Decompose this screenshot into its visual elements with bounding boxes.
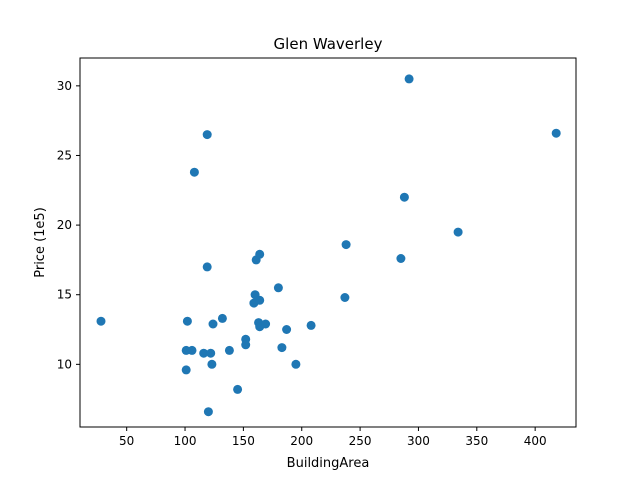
y-tick-label: 15 [57,288,72,302]
scatter-point [202,130,212,140]
scatter-point [277,343,287,353]
plot-area [80,58,576,427]
y-tick-label: 10 [57,357,72,371]
y-tick-label: 20 [57,218,72,232]
y-axis-label: Price (1e5) [33,207,48,278]
x-axis-label: BuildingArea [287,456,370,471]
scatter-point [261,319,271,329]
y-tick-label: 25 [57,148,72,162]
plot-frame [79,57,577,428]
scatter-point [182,316,192,326]
scatter-point [203,407,213,417]
scatter-point [255,249,265,259]
x-axis-ticks: 50 100 150 200 250 300 350 400 [119,427,547,448]
scatter-point [273,283,283,293]
scatter-point [340,293,350,302]
scatter-point [208,319,218,329]
scatter-point [207,359,217,369]
scatter-point [396,254,406,263]
scatter-point [189,167,199,177]
x-tick-label: 150 [232,434,255,448]
scatter-point [306,320,316,330]
scatter-point [181,365,191,375]
x-tick-label: 400 [524,434,547,448]
scatter-point [341,240,351,250]
x-tick-label: 50 [119,434,134,448]
scatter-point [404,74,414,84]
scatter-point [202,262,212,272]
x-tick-label: 300 [407,434,430,448]
scatter-point [255,295,265,305]
scatter-point [282,325,292,334]
scatter-point [453,227,463,237]
y-axis-ticks: 10 15 20 25 30 [57,79,80,371]
scatter-point [224,345,234,355]
x-tick-label: 250 [349,434,372,448]
x-tick-label: 350 [465,434,488,448]
scatter-point [96,316,106,326]
scatter-point [291,359,301,369]
scatter-point [233,384,243,394]
scatter-point [551,128,561,138]
scatter-point [241,340,251,350]
scatter-point [199,348,209,358]
scatter-point [399,192,409,202]
scatter-point [217,313,227,323]
x-tick-label: 200 [290,434,313,448]
chart-title: Glen Waverley [274,35,383,53]
y-tick-label: 30 [57,79,72,93]
scatter-point [206,348,216,358]
points-layer [96,74,561,417]
scatter-point [187,345,197,355]
x-tick-label: 100 [174,434,197,448]
